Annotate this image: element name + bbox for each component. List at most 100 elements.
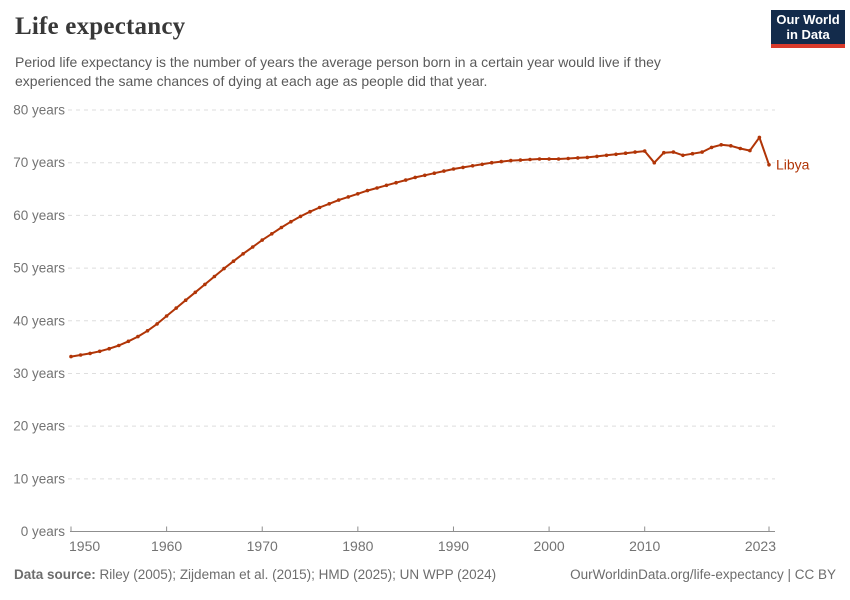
data-point	[489, 160, 494, 165]
data-point	[757, 135, 762, 140]
data-point	[336, 198, 341, 202]
data-point	[250, 245, 255, 249]
data-point	[700, 150, 704, 154]
data-point	[183, 298, 188, 303]
data-point	[442, 169, 446, 173]
x-tick-label: 2023	[745, 538, 776, 554]
data-point	[279, 225, 284, 230]
data-point	[365, 188, 370, 193]
data-point	[423, 173, 427, 178]
data-point	[604, 153, 609, 158]
data-point	[767, 163, 771, 167]
data-point	[690, 151, 695, 156]
data-source-label: Data source:	[14, 567, 96, 582]
data-point	[585, 155, 590, 160]
x-tick-label: 1970	[247, 538, 278, 554]
data-point	[633, 150, 637, 154]
data-point	[470, 164, 475, 168]
data-point	[451, 167, 456, 171]
x-tick-label: 1960	[151, 538, 182, 554]
data-point	[480, 162, 485, 167]
chart-subtitle: Period life expectancy is the number of …	[15, 54, 661, 90]
data-point	[709, 145, 714, 150]
y-tick-label: 10 years	[13, 471, 65, 486]
y-tick-label: 80 years	[13, 103, 65, 118]
attribution: OurWorldinData.org/life-expectancy | CC …	[570, 567, 836, 582]
data-point	[317, 205, 322, 210]
x-tick-label: 1980	[342, 538, 373, 554]
data-point	[461, 165, 465, 170]
data-point	[346, 195, 351, 199]
data-point	[78, 353, 83, 357]
owid-logo-line2: in Data	[786, 27, 830, 42]
data-point	[136, 334, 140, 339]
series-end-label: Libya	[776, 156, 810, 172]
x-tick-label: 1950	[69, 538, 100, 554]
data-point	[174, 306, 178, 310]
data-point	[260, 238, 265, 242]
data-point	[69, 354, 73, 359]
data-point	[107, 346, 111, 351]
data-point	[509, 158, 513, 163]
data-point	[241, 252, 245, 256]
data-point	[748, 148, 752, 153]
page-title: Life expectancy	[15, 13, 186, 40]
data-point	[231, 259, 236, 264]
data-point	[145, 329, 150, 333]
data-source-text: Riley (2005); Zijdeman et al. (2015); HM…	[95, 567, 497, 582]
y-tick-label: 20 years	[13, 419, 65, 434]
data-point	[155, 322, 159, 326]
y-tick-label: 40 years	[13, 313, 65, 328]
data-point	[528, 157, 532, 162]
trend-line	[70, 136, 770, 358]
data-point	[126, 339, 131, 344]
data-point	[356, 192, 360, 196]
data-point	[375, 186, 379, 190]
chart-footer: Data source: Riley (2005); Zijdeman et a…	[14, 567, 836, 582]
data-point	[222, 266, 226, 271]
data-point	[289, 219, 293, 224]
y-tick-label: 70 years	[13, 155, 65, 170]
data-point	[270, 232, 274, 236]
y-tick-label: 30 years	[13, 366, 65, 381]
data-point	[556, 157, 561, 161]
data-point	[738, 146, 743, 151]
data-point	[203, 282, 207, 287]
data-point	[537, 157, 542, 161]
data-point	[662, 150, 666, 155]
data-point	[88, 351, 92, 356]
data-point	[652, 160, 657, 165]
data-point	[576, 156, 580, 160]
data-point	[384, 183, 389, 188]
x-tick-label: 2010	[629, 538, 660, 554]
data-point	[193, 290, 198, 295]
data-point	[298, 214, 303, 219]
y-tick-label: 60 years	[13, 208, 65, 223]
data-point	[212, 274, 217, 279]
data-point	[518, 158, 523, 162]
data-point	[97, 349, 102, 354]
data-point	[432, 171, 437, 175]
data-point	[547, 157, 551, 161]
owid-logo-line1: Our World	[776, 12, 840, 27]
data-point	[164, 314, 169, 318]
data-point	[394, 180, 398, 185]
data-point	[308, 209, 312, 214]
y-tick-label: 0 years	[21, 524, 66, 539]
data-point	[614, 152, 618, 157]
x-tick-label: 2000	[534, 538, 565, 554]
y-tick-label: 50 years	[13, 261, 65, 276]
data-point	[595, 154, 599, 159]
data-source: Data source: Riley (2005); Zijdeman et a…	[14, 567, 496, 582]
data-point	[499, 159, 504, 164]
data-point	[623, 151, 628, 155]
data-point	[413, 175, 418, 180]
x-tick-label: 1990	[438, 538, 469, 554]
data-point	[681, 153, 685, 158]
data-point	[729, 144, 733, 148]
owid-logo[interactable]: Our World in Data	[771, 10, 845, 48]
data-point	[566, 156, 570, 161]
data-point	[327, 202, 332, 206]
data-point	[642, 149, 647, 153]
